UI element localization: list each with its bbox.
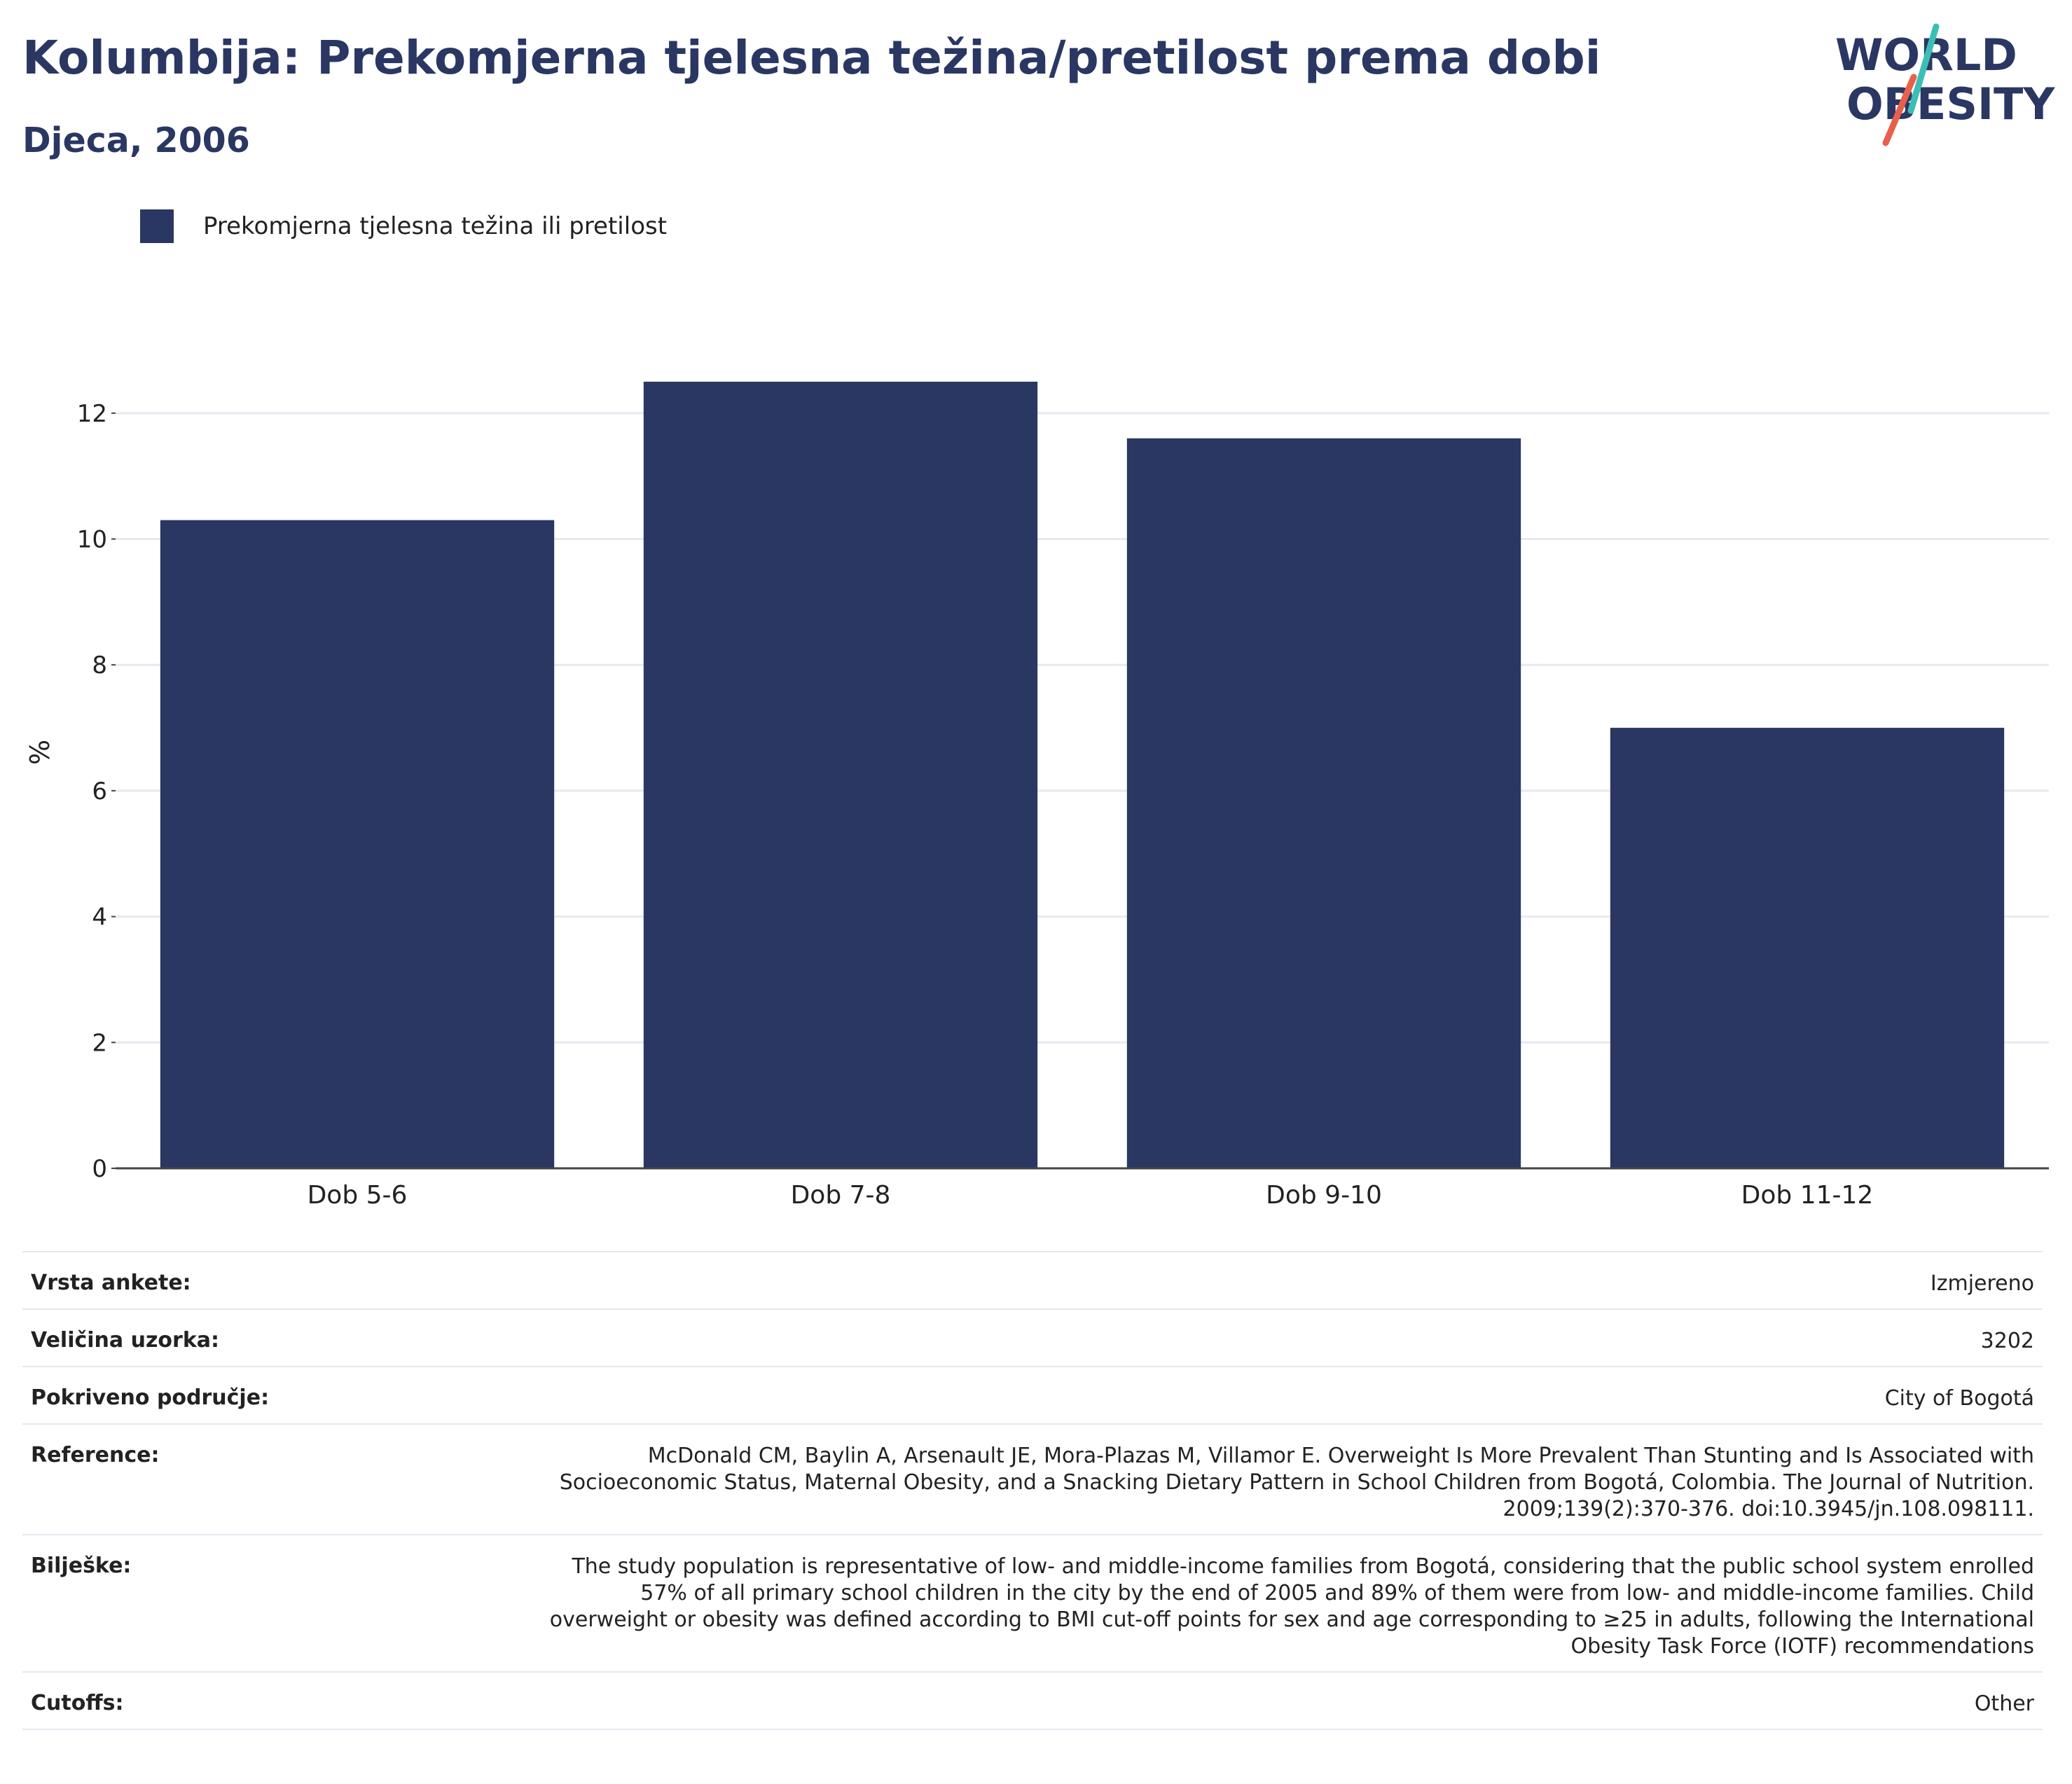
info-value: The study population is representative o… xyxy=(549,1554,2034,1659)
info-label: Bilješke: xyxy=(31,1554,132,1578)
info-label: Vrsta ankete: xyxy=(31,1271,191,1295)
legend[interactable]: Prekomjerna tjelesna težina ili pretilos… xyxy=(140,209,667,244)
info-value: 3202 xyxy=(1980,1329,2034,1353)
y-tick-label: 10 xyxy=(77,526,107,554)
chart-subtitle: Djeca, 2006 xyxy=(22,120,250,160)
bar-layer xyxy=(160,381,2005,1168)
y-axis-label: % xyxy=(25,740,55,765)
logo-red-slash xyxy=(1882,74,1917,146)
x-tick-label: Dob 9-10 xyxy=(1266,1181,1382,1210)
x-tick-label: Dob 11-12 xyxy=(1741,1181,1874,1210)
info-row-area-covered: Pokriveno područje: City of Bogotá xyxy=(22,1366,2043,1423)
y-tick-label: 4 xyxy=(92,904,107,932)
y-tick-label: 0 xyxy=(92,1155,107,1183)
info-row-cutoffs: Cutoffs: Other xyxy=(22,1671,2043,1730)
y-tick-label: 8 xyxy=(92,651,107,679)
x-tick-label: Dob 5-6 xyxy=(308,1181,408,1210)
legend-swatch xyxy=(140,209,174,243)
bar xyxy=(1126,438,1521,1168)
logo-teal-slash xyxy=(1907,23,1940,114)
bar xyxy=(643,381,1038,1168)
info-label: Pokriveno područje: xyxy=(31,1385,270,1410)
y-tick-label: 2 xyxy=(92,1029,107,1057)
logo-word-obesity: OBESITY xyxy=(1846,78,2055,130)
bar-chart: 0 2 4 6 8 10 12 Dob 5-6 Dob 7-8 Dob 9-10 Dob 11-12… xyxy=(25,381,2049,1210)
info-row-reference: Reference: McDonald CM, Baylin A, Arsena… xyxy=(22,1423,2043,1534)
world-obesity-logo: WORLD OBESITY xyxy=(1835,23,2055,146)
info-row-survey-type: Vrsta ankete: Izmjereno xyxy=(22,1251,2043,1308)
info-value: McDonald CM, Baylin A, Arsenault JE, Mor… xyxy=(559,1444,2034,1521)
axis-layer: 0 2 4 6 8 10 12 Dob 5-6 Dob 7-8 Dob 9-10 Dob 11-12… xyxy=(25,400,2049,1210)
y-tick-label: 12 xyxy=(77,400,107,428)
x-tick-label: Dob 7-8 xyxy=(791,1181,891,1210)
chart-title: Kolumbija: Prekomjerna tjelesna težina/p… xyxy=(22,31,1601,85)
info-value: City of Bogotá xyxy=(1884,1386,2034,1411)
legend-label: Prekomjerna tjelesna težina ili pretilos… xyxy=(203,212,668,240)
y-tick-label: 6 xyxy=(92,777,107,805)
info-value: Izmjereno xyxy=(1930,1271,2034,1296)
info-label: Reference: xyxy=(31,1443,160,1467)
info-table: Vrsta ankete: Izmjereno Veličina uzorka:… xyxy=(22,1251,2043,1730)
bar xyxy=(1610,728,2005,1168)
info-row-sample-size: Veličina uzorka: 3202 xyxy=(22,1308,2043,1366)
info-value: Other xyxy=(1974,1692,2034,1716)
info-label: Cutoffs: xyxy=(31,1691,124,1715)
bar xyxy=(160,520,555,1168)
info-label: Veličina uzorka: xyxy=(31,1328,220,1353)
info-row-notes: Bilješke: The study population is repres… xyxy=(22,1534,2043,1671)
